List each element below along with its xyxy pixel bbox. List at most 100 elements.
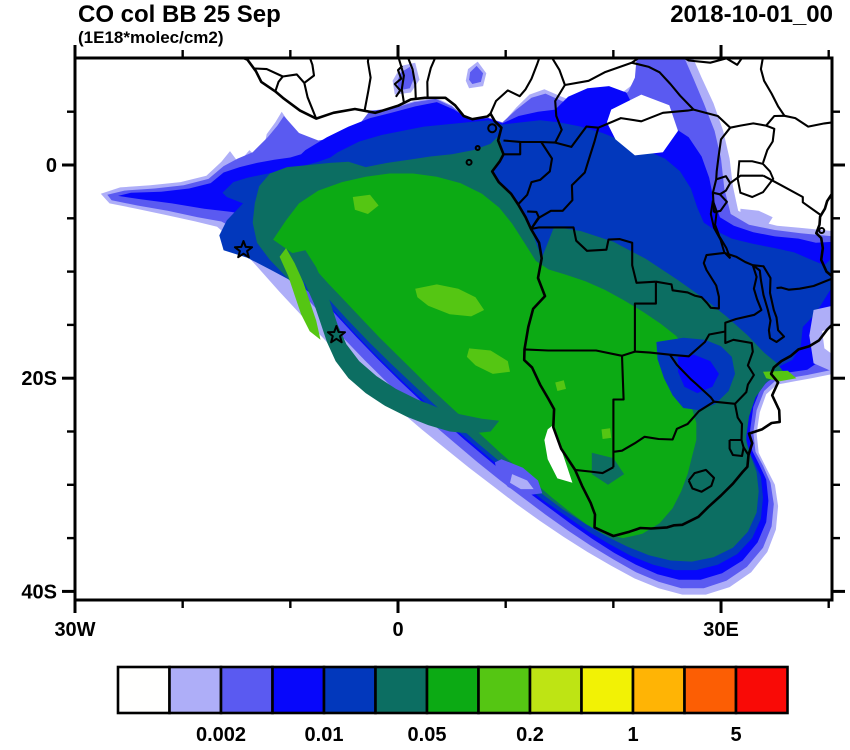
colorbar-cell [116,665,171,715]
contour-teal-swirl-streak [286,250,500,434]
country-border [574,466,614,475]
country-border [693,108,732,180]
contour-ge0.1-medgreen [415,284,485,317]
country-border [530,226,656,284]
country-border [489,58,541,115]
country-border [752,264,786,344]
lon-tick-label: 0 [392,619,403,641]
contour-zim-blue-streak [678,354,719,394]
colorbar-label: 0.01 [305,724,344,746]
units-label: (1E18*molec/cm2) [78,28,224,47]
colorbar-cell [631,665,686,715]
country-border [426,58,437,97]
colorbar: 0.002 0.01 0.05 0.2 1 5 [116,665,789,746]
contour-ge0.1-medgreen [466,348,510,374]
country-border [524,348,636,357]
page-title: CO col BB 25 Sep [78,1,281,28]
country-border [723,251,754,267]
colorbar-cell [528,665,583,715]
country-border [762,124,776,164]
star-ascension [233,240,254,259]
colorbar-cell [271,665,326,715]
lon-tick-label: 30W [54,619,95,641]
country-border [407,58,417,99]
colorbar-label: 0.05 [408,724,447,746]
contour-ge0.002-violet [396,66,415,91]
colorbar-label: 0.002 [196,724,246,746]
country-border [669,354,715,403]
contour-ge0.1-medgreen [601,428,612,439]
colorbar-cell [374,665,429,715]
country-border [729,174,764,184]
colorbar-label: 5 [730,724,741,746]
country-border [742,446,750,456]
country-border [612,355,625,468]
star-st-helena [326,325,346,344]
country-border [724,264,763,332]
island-sao-tome [465,158,473,166]
country-border [363,58,372,111]
island-principe [474,144,481,151]
contour-ge0.1-medgreen [352,194,379,214]
country-border [729,114,785,129]
contour-ge0.002-violet [469,65,484,84]
country-border [669,330,726,358]
colorbar-label: 0.2 [516,724,544,746]
country-border [784,114,832,128]
contour-white-holes [544,425,573,483]
country-border [530,127,600,230]
contour-ge0.001-lavender [740,208,773,226]
colorbar-cell [425,665,480,715]
country-border [713,400,736,405]
country-border [554,108,694,148]
country-border [655,251,725,310]
colorbar-cell [219,665,274,715]
map-layers [100,58,832,595]
colorbar-cell [477,665,532,715]
country-border [503,141,522,156]
coastline [239,58,832,538]
colorbar-cell [734,665,789,715]
colorbar-cell [168,665,223,715]
colorbar-cell [322,665,377,715]
map-frame [73,56,834,602]
country-border [733,403,744,441]
contour-ge0.1-medgreen [279,248,321,340]
country-border [776,277,832,291]
country-border [254,67,318,119]
island-bioko [487,123,498,134]
country-border [517,141,554,206]
country-border [397,58,405,103]
colorbar-cell [580,665,635,715]
island-zanzibar [818,227,826,235]
contour-ge0.1-medgreen [555,380,566,391]
country-border [274,75,284,92]
contour-namib-lavender-spot [510,474,534,490]
country-border [633,281,671,356]
country-border [613,400,715,453]
lake-outline [709,200,732,260]
lon-tick-label: 30E [703,619,739,641]
country-border [762,174,821,216]
country-border [527,210,541,230]
lat-tick-label: 0 [46,155,57,177]
country-border [393,65,404,98]
country-border [564,58,641,87]
country-border [631,61,695,111]
colorbar-cell [683,665,738,715]
country-border [759,58,786,117]
country-border [724,331,755,405]
colorbar-label: 1 [627,724,638,746]
country-border [687,468,716,493]
country-border [550,58,566,144]
lat-tick-label: 40S [21,581,57,603]
coastline [814,191,832,278]
country-border [728,438,745,458]
date-label: 2018-10-01_00 [670,1,833,28]
contour-white-holes [606,94,678,156]
lake-outline [736,160,775,199]
lat-tick-label: 20S [21,368,57,390]
country-border [503,139,556,144]
